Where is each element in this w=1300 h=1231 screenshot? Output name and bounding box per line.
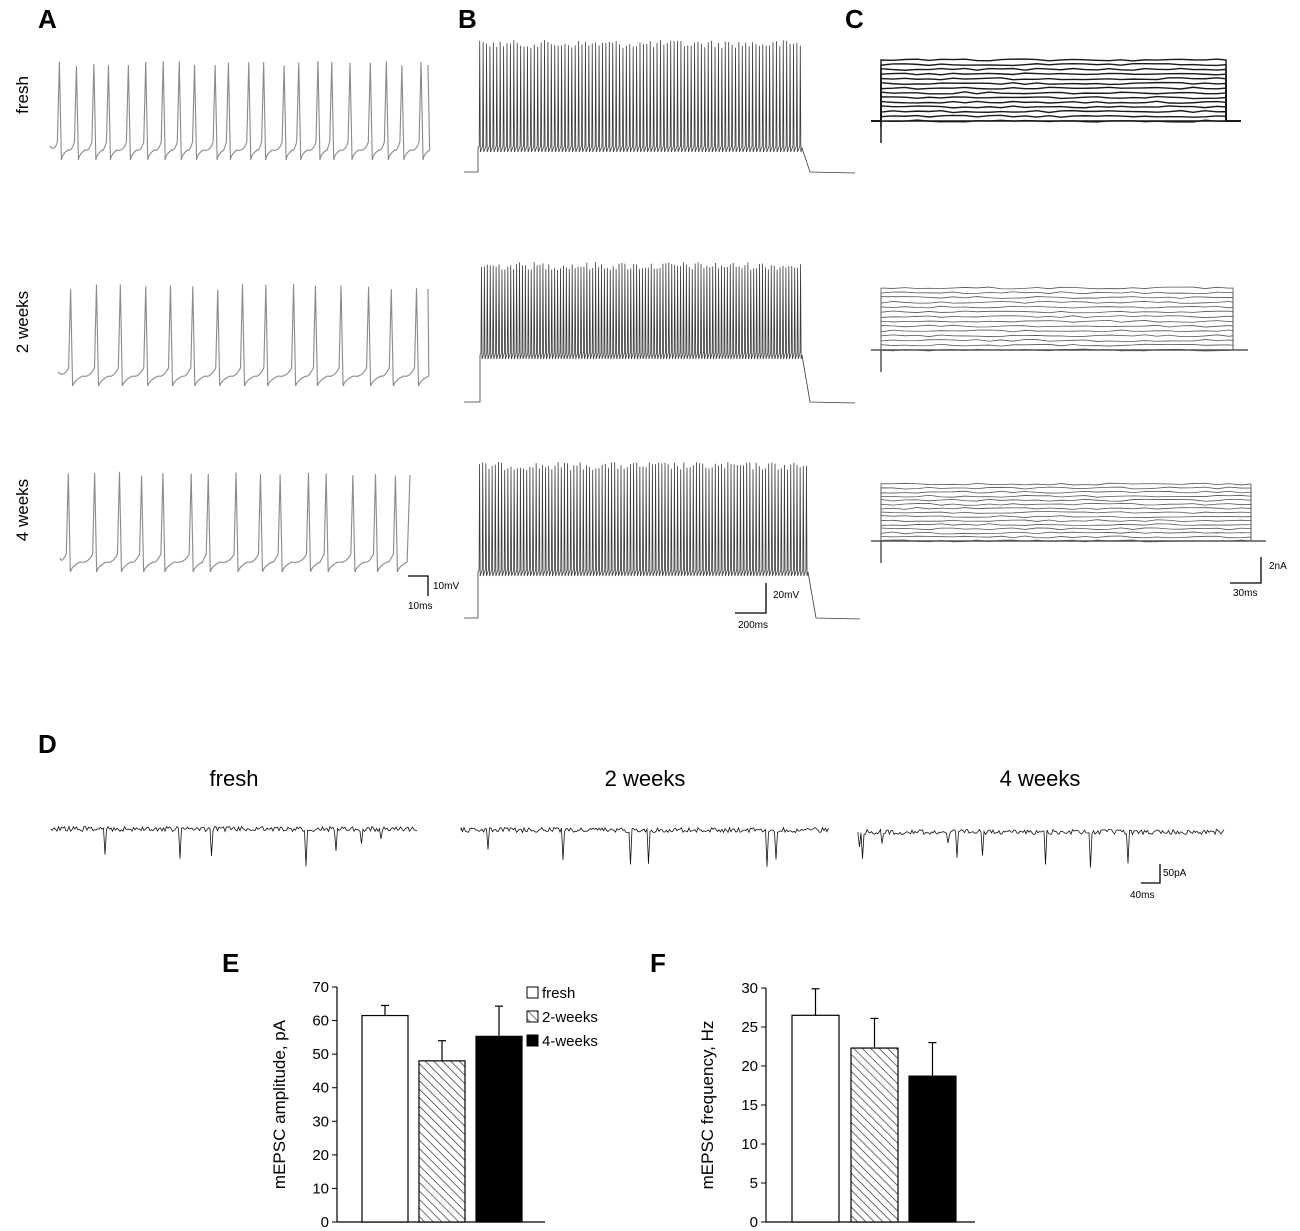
trace-b-2-weeks (464, 262, 856, 404)
y-tick-label: 40 (312, 1080, 329, 1097)
y-tick-label: 0 (321, 1214, 329, 1231)
bar-4-weeks (475, 1035, 523, 1223)
panel-label-c: C (845, 4, 864, 34)
trace-b-fresh (464, 40, 856, 174)
scalebar-a: 10mV 10ms (408, 575, 459, 612)
y-tick-label: 15 (741, 1097, 758, 1114)
scalebar-b-voltage: 20mV (773, 590, 799, 601)
scalebar-c: 2nA 30ms (1230, 557, 1287, 599)
d-title-fresh: fresh (210, 766, 259, 791)
scalebar-a-voltage: 10mV (433, 581, 459, 592)
trace-c-2-weeks (871, 286, 1248, 372)
panel-label-a: A (38, 4, 57, 34)
legend-swatch-4-weeks (526, 1034, 539, 1047)
legend-label-4-weeks: 4-weeks (542, 1033, 598, 1050)
trace-a-4-weeks (59, 471, 411, 573)
trace-a-fresh (49, 61, 431, 161)
scalebar-b: 20mV 200ms (735, 583, 799, 631)
scalebar-b-time: 200ms (738, 620, 768, 631)
y-tick-label: 30 (741, 980, 758, 997)
y-tick-label: 70 (312, 979, 329, 996)
trace-d-2-weeks (460, 826, 829, 867)
bar-2-weeks (418, 1060, 466, 1223)
row-label-4-weeks: 4 weeks (13, 479, 32, 541)
panel-label-d: D (38, 729, 57, 759)
y-tick-label: 30 (312, 1113, 329, 1130)
trace-c-4-weeks (871, 482, 1266, 563)
y-tick-label: 25 (741, 1019, 758, 1036)
scalebar-c-current: 2nA (1269, 561, 1287, 572)
y-tick-label: 5 (750, 1175, 758, 1192)
trace-d-4-weeks (857, 828, 1225, 868)
scalebar-d: 50pA 40ms (1130, 864, 1187, 901)
y-tick-label: 50 (312, 1046, 329, 1063)
trace-c-fresh (871, 58, 1241, 143)
bar-2-weeks (850, 1047, 899, 1223)
legend-label-2-weeks: 2-weeks (542, 1009, 598, 1026)
y-tick-label: 20 (312, 1147, 329, 1164)
y-tick-label: 10 (741, 1136, 758, 1153)
y-axis-label: mEPSC amplitude, pA (270, 1019, 289, 1189)
row-label-fresh: fresh (13, 76, 32, 114)
y-axis-label: mEPSC frequency, Hz (698, 1021, 717, 1190)
scalebar-d-time: 40ms (1130, 890, 1154, 901)
bar-fresh (361, 1014, 409, 1223)
trace-d-fresh (50, 825, 418, 867)
trace-a-2-weeks (57, 284, 430, 387)
chart-f-mepsc-frequency: 0 5 10 15 20 25 30 mEPSC frequency, Hz (698, 980, 975, 1231)
legend-swatch-fresh (526, 986, 539, 999)
electrophysiology-traces (49, 40, 1266, 868)
panel-label-f: F (650, 948, 666, 978)
trace-b-4-weeks (464, 462, 861, 620)
bar-fresh (791, 1014, 840, 1223)
scalebar-a-time: 10ms (408, 601, 432, 612)
d-title-4-weeks: 4 weeks (1000, 766, 1081, 791)
y-tick-label: 20 (741, 1058, 758, 1075)
y-tick-label: 60 (312, 1013, 329, 1030)
legend-label-fresh: fresh (542, 985, 575, 1002)
legend-swatch-2-weeks (526, 1010, 539, 1023)
y-tick-label: 0 (750, 1214, 758, 1231)
panel-label-b: B (458, 4, 477, 34)
y-tick-label: 10 (312, 1180, 329, 1197)
chart-e-mepsc-amplitude: 0 10 20 30 40 50 60 70 mEPSC amplitude, pA fresh 2… (270, 979, 598, 1231)
scalebar-c-time: 30ms (1233, 588, 1257, 599)
panel-label-e: E (222, 948, 239, 978)
bar-4-weeks (908, 1075, 957, 1223)
row-label-2-weeks: 2 weeks (13, 291, 32, 353)
d-title-2-weeks: 2 weeks (605, 766, 686, 791)
scalebar-d-current: 50pA (1163, 868, 1187, 879)
